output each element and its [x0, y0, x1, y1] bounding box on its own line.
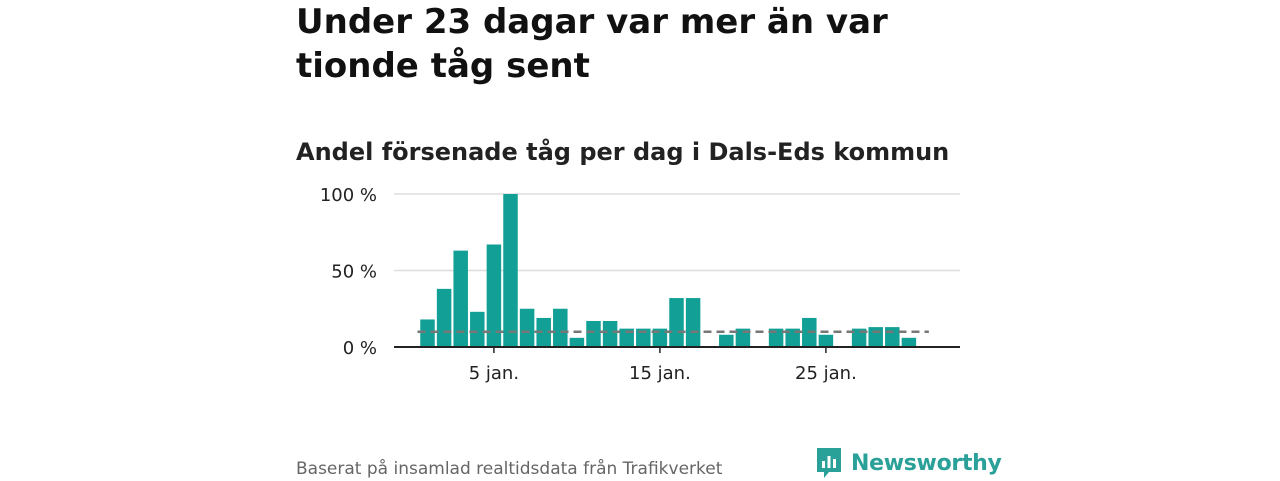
x-tick-label: 15 jan. [629, 363, 691, 384]
bar [818, 334, 834, 347]
bar [586, 320, 601, 347]
y-tick-label: 50 % [331, 262, 377, 283]
bar [503, 194, 518, 347]
chart-title: Under 23 dagar var mer än var tionde tåg… [296, 2, 888, 86]
bar [486, 244, 502, 347]
bar [519, 308, 535, 347]
bar [453, 250, 468, 347]
bar [719, 334, 734, 347]
gridlines [394, 193, 960, 272]
bar [553, 308, 568, 347]
x-tick-label: 25 jan. [795, 363, 857, 384]
y-tick-label: 0 % [343, 338, 377, 359]
y-tick-labels: 0 % 50 % 100 % [320, 185, 377, 359]
source-note: Baserat på insamlad realtidsdata från Tr… [296, 459, 723, 479]
bar [652, 328, 668, 347]
newsworthy-logo[interactable]: Newsworthy [815, 446, 1002, 480]
x-tick-label: 5 jan. [469, 363, 519, 384]
bar [785, 328, 800, 347]
bar [735, 328, 751, 347]
bar [851, 328, 867, 347]
bar [436, 288, 452, 347]
bar [536, 317, 551, 347]
y-tick-label: 100 % [320, 185, 377, 206]
bar [619, 328, 634, 347]
bar [636, 328, 651, 347]
bar [901, 337, 917, 347]
bar [685, 298, 701, 347]
bar [470, 311, 485, 347]
bar-chart: 0 % 50 % 100 % 5 jan. 15 jan. 25 jan. [320, 185, 960, 384]
bar [602, 320, 618, 347]
bar [768, 328, 784, 347]
bar [569, 337, 585, 347]
bar [420, 319, 435, 347]
bar [669, 298, 684, 347]
bar [868, 327, 883, 347]
x-axis: 5 jan. 15 jan. 25 jan. [394, 346, 960, 384]
newsworthy-logo-icon [817, 448, 841, 478]
chart-subtitle: Andel försenade tåg per dag i Dals-Eds k… [296, 138, 950, 166]
brand-name: Newsworthy [851, 450, 1002, 476]
bar [885, 327, 900, 347]
